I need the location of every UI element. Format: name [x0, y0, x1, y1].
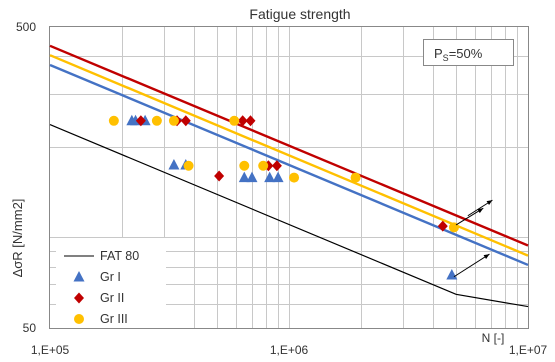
gr1-point	[238, 171, 250, 183]
y-tick-labels: 50 500	[16, 20, 36, 335]
legend-gr2-label: Gr II	[100, 291, 124, 305]
probability-box: PS=50%	[423, 39, 514, 66]
probability-label: PS=50%	[434, 46, 483, 63]
y-tick-label: 500	[16, 20, 36, 34]
gr3-point	[229, 115, 240, 126]
x-tick-label: 1,E+05	[31, 343, 70, 357]
gr1-point	[264, 171, 276, 183]
runout-arrow-shaft	[453, 253, 490, 278]
plot-frame	[49, 26, 529, 329]
legend-gr3-marker	[74, 314, 84, 324]
legend-background	[56, 238, 166, 328]
probability-box-frame	[423, 39, 514, 66]
gr3-point	[350, 172, 361, 183]
runout-arrow-head	[483, 254, 490, 260]
legend-gr1-label: Gr I	[100, 270, 121, 284]
legend-gr1-marker	[73, 271, 85, 282]
gr2-point	[237, 115, 248, 127]
x-axis-label: N [-]	[482, 331, 505, 345]
gr3-point	[258, 160, 269, 171]
gr3-point	[289, 172, 300, 183]
gr1-point	[272, 171, 284, 183]
legend: FAT 80 Gr I Gr II Gr III	[56, 238, 166, 328]
gr2-point	[245, 115, 256, 127]
grid-lines	[50, 27, 528, 328]
runout-arrows	[453, 199, 493, 278]
gr1-point	[446, 268, 458, 280]
gr3-mean-curve	[49, 54, 529, 257]
gr2-point	[135, 115, 146, 127]
gr2-point	[271, 160, 282, 172]
y-tick-label: 50	[23, 321, 37, 335]
x-tick-labels: 1,E+05 1,E+06 1,E+07	[31, 343, 548, 357]
gr2-point	[437, 220, 448, 232]
x-tick-label: 1,E+07	[509, 343, 548, 357]
y-axis-label: ΔσR [N/mm2]	[10, 199, 25, 278]
gr1-mean-curve	[49, 63, 529, 267]
legend-gr2-marker	[74, 292, 84, 304]
gr3-point	[151, 115, 162, 126]
fat-80-line	[49, 124, 529, 308]
gr3-point	[183, 160, 194, 171]
runout-arrow-head	[486, 200, 493, 206]
x-tick-label: 1,E+06	[270, 343, 309, 357]
gr1-point	[246, 171, 258, 183]
gr2-point	[214, 170, 225, 182]
gr3-point	[108, 115, 119, 126]
gr2-point	[180, 115, 191, 127]
gr3-point	[168, 115, 179, 126]
curves	[49, 44, 529, 308]
legend-gr3-label: Gr III	[100, 312, 128, 326]
gr3-point	[239, 160, 250, 171]
legend-fat-label: FAT 80	[100, 249, 139, 263]
legend-markers	[73, 271, 85, 324]
data-markers	[108, 114, 459, 280]
chart-title: Fatigue strength	[249, 6, 350, 22]
runout-arrow-head	[477, 208, 484, 214]
gr1-point	[168, 158, 180, 170]
gr2-mean-curve	[49, 44, 529, 247]
